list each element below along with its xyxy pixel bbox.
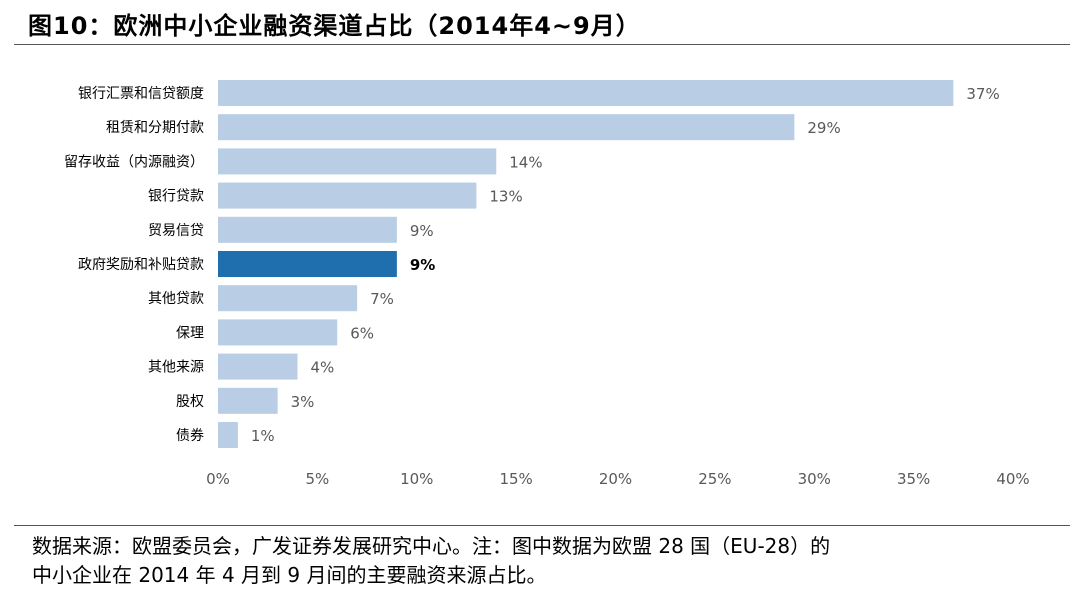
bar-7 <box>218 285 358 312</box>
value-label: 29% <box>807 119 840 137</box>
bar-5 <box>218 216 397 243</box>
category-label: 债券 <box>176 428 204 444</box>
value-label: 14% <box>509 153 542 171</box>
x-tick-label: 0% <box>206 470 230 488</box>
category-label: 股权 <box>176 394 204 410</box>
value-label: 9% <box>410 222 434 240</box>
x-tick-label: 25% <box>698 470 731 488</box>
bar-1 <box>218 80 954 106</box>
x-tick-label: 15% <box>499 470 532 488</box>
bar-3 <box>218 148 497 175</box>
bar-10 <box>218 387 278 414</box>
value-label: 3% <box>291 393 315 411</box>
source-note-line-1: 数据来源：欧盟委员会，广发证券发展研究中心。注：图中数据为欧盟 28 国（EU-… <box>32 534 831 558</box>
x-tick-label: 10% <box>400 470 433 488</box>
source-note-line-2: 中小企业在 2014 年 4 月到 9 月间的主要融资来源占比。 <box>32 563 547 587</box>
x-tick-label: 20% <box>599 470 632 488</box>
value-label: 13% <box>489 188 522 206</box>
category-label: 银行汇票和信贷额度 <box>78 86 204 102</box>
source-note: 数据来源：欧盟委员会，广发证券发展研究中心。注：图中数据为欧盟 28 国（EU-… <box>32 532 1062 590</box>
category-label: 贸易信贷 <box>148 223 204 239</box>
x-tick-label: 35% <box>897 470 930 488</box>
bar-8 <box>218 319 338 346</box>
x-tick-label: 40% <box>996 470 1029 488</box>
category-label: 留存收益（内源融资） <box>64 154 204 170</box>
value-label: 37% <box>966 85 999 103</box>
bar-highlighted <box>218 251 397 277</box>
bar-11 <box>218 422 238 448</box>
value-label: 7% <box>370 290 394 308</box>
value-label: 6% <box>350 324 374 342</box>
category-label: 其他贷款 <box>148 291 204 307</box>
bar-4 <box>218 182 477 209</box>
value-label: 4% <box>311 359 335 377</box>
category-label: 租赁和分期付款 <box>106 120 204 136</box>
category-label: 政府奖励和补贴贷款 <box>78 256 204 273</box>
bars-layer <box>218 80 954 448</box>
figure-title: 图10：欧洲中小企业融资渠道占比（2014年4~9月） <box>28 12 641 40</box>
title-divider <box>14 44 1070 45</box>
value-label: 9% <box>410 256 435 274</box>
x-tick-labels-layer: 0% 5% 10% 15% 20% 25% 30% 35% 40% <box>206 470 1030 488</box>
x-tick-label: 30% <box>798 470 831 488</box>
category-label: 保理 <box>176 325 204 341</box>
value-label: 1% <box>251 427 275 445</box>
bar-2 <box>218 114 795 141</box>
bar-9 <box>218 353 298 380</box>
x-tick-label: 5% <box>305 470 329 488</box>
value-labels-layer: 37% 29% 14% 13% 9% 9% 7% 6% 4% 3% 1% <box>251 85 1000 445</box>
category-label: 银行贷款 <box>148 189 204 205</box>
source-divider <box>14 525 1070 526</box>
category-label: 其他来源 <box>148 360 204 376</box>
